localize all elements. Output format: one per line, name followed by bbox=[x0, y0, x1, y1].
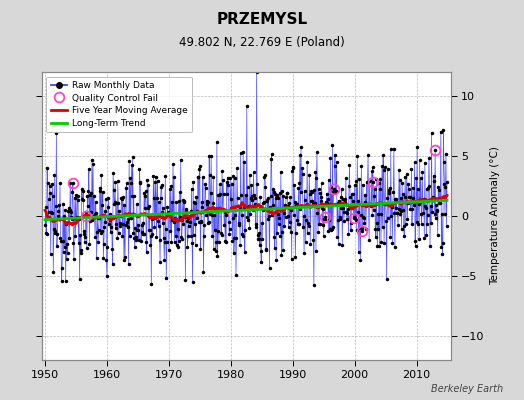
Text: 49.802 N, 22.769 E (Poland): 49.802 N, 22.769 E (Poland) bbox=[179, 36, 345, 49]
Text: Berkeley Earth: Berkeley Earth bbox=[431, 384, 503, 394]
Y-axis label: Temperature Anomaly (°C): Temperature Anomaly (°C) bbox=[490, 146, 500, 286]
Legend: Raw Monthly Data, Quality Control Fail, Five Year Moving Average, Long-Term Tren: Raw Monthly Data, Quality Control Fail, … bbox=[47, 76, 192, 132]
Text: PRZEMYSL: PRZEMYSL bbox=[216, 12, 308, 27]
